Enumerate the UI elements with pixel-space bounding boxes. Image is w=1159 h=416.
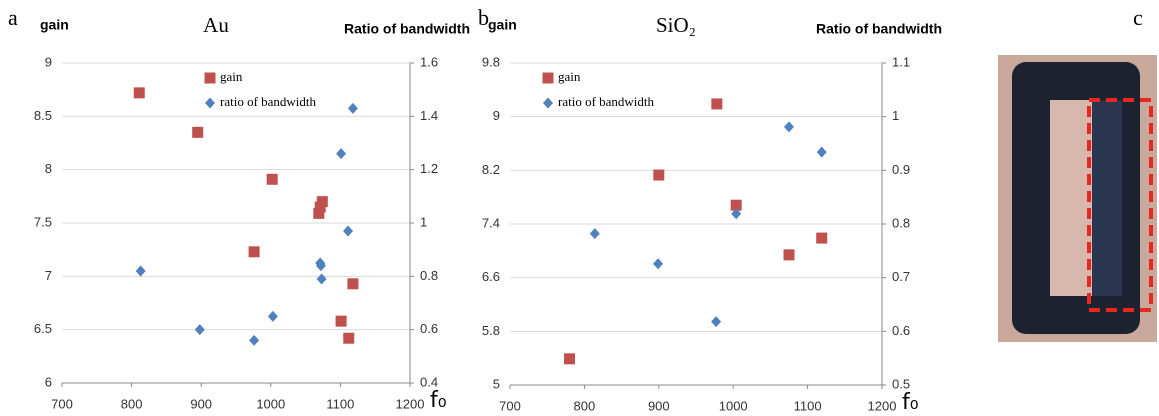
x-tick-label: 1200 [868, 398, 897, 413]
point [313, 207, 325, 219]
x-tick-label: 1200 [396, 396, 425, 411]
y2-tick-label: 0.5 [892, 376, 910, 391]
y-tick-label: 6.6 [482, 269, 500, 284]
point [315, 260, 326, 272]
panel-label: a [8, 5, 18, 30]
legend-label: gain [220, 69, 243, 84]
y-tick-label: 8.5 [34, 108, 52, 123]
point [564, 353, 576, 365]
point [784, 121, 794, 133]
y-axis-label: gain [488, 17, 517, 33]
point [816, 232, 828, 244]
y-tick-label: 6.5 [34, 321, 52, 336]
x-tick-label: 1000 [256, 396, 285, 411]
y2-tick-label: 0.8 [420, 268, 438, 283]
point [347, 102, 358, 114]
point [343, 225, 354, 237]
y-tick-label: 9.8 [482, 54, 500, 69]
y2-tick-label: 0.7 [892, 269, 910, 284]
point [194, 324, 205, 336]
point [192, 126, 204, 138]
x-axis-label: f₀ [902, 390, 919, 415]
point [711, 316, 722, 328]
y-tick-label: 9 [45, 54, 52, 69]
point [343, 332, 355, 344]
x-tick-label: 700 [499, 398, 521, 413]
legend-marker [205, 97, 215, 109]
point [314, 201, 326, 213]
point [816, 146, 827, 158]
photo [998, 55, 1157, 342]
y2-tick-label: 1 [892, 108, 899, 123]
y-tick-label: 5 [493, 376, 500, 391]
y2-tick-label: 1.6 [420, 54, 438, 69]
point [135, 265, 146, 277]
panel-label: b [478, 5, 489, 30]
y2-tick-label: 1 [420, 214, 427, 229]
point [653, 169, 665, 181]
point [316, 273, 327, 285]
y2-axis-label: Ratio of bandwidth [816, 21, 942, 37]
y2-tick-label: 0.6 [892, 323, 910, 338]
y-tick-label: 5.8 [482, 323, 500, 338]
y-axis-label: gain [40, 17, 69, 33]
y2-tick-label: 0.9 [892, 162, 910, 177]
point [347, 278, 359, 290]
y2-tick-label: 0.8 [892, 215, 910, 230]
legend-marker [542, 72, 554, 84]
point [133, 87, 145, 99]
x-tick-label: 900 [648, 398, 670, 413]
point [653, 258, 664, 270]
x-tick-label: 800 [574, 398, 596, 413]
point [267, 310, 278, 322]
y-tick-label: 9 [493, 108, 500, 123]
point [266, 173, 278, 185]
y-tick-label: 6 [45, 374, 52, 389]
y2-axis-label: Ratio of bandwidth [344, 21, 470, 37]
y2-tick-label: 0.6 [420, 321, 438, 336]
chart-title: Au [203, 13, 229, 37]
point [249, 334, 260, 346]
y2-tick-label: 1.2 [420, 161, 438, 176]
x-tick-label: 700 [51, 396, 73, 411]
point [248, 246, 260, 258]
point [335, 315, 347, 327]
x-axis-label: f₀ [430, 388, 447, 413]
legend-label: ratio of bandwidth [558, 94, 655, 109]
panel-label: c [1133, 5, 1143, 30]
chart-title: SiO₂ [656, 13, 696, 37]
legend-marker [204, 72, 216, 84]
point [783, 249, 795, 261]
x-tick-label: 1100 [326, 396, 354, 411]
x-tick-label: 1000 [719, 398, 748, 413]
x-tick-label: 1100 [794, 398, 822, 413]
y2-tick-label: 1.4 [420, 108, 438, 123]
y-tick-label: 8 [45, 161, 52, 176]
y-tick-label: 7 [45, 268, 52, 283]
legend-label: ratio of bandwidth [220, 94, 317, 109]
legend-label: gain [558, 69, 581, 84]
sample-strip [1092, 100, 1122, 296]
x-tick-label: 800 [121, 396, 143, 411]
point [730, 199, 742, 211]
point [731, 208, 742, 220]
y-tick-label: 7.5 [34, 214, 52, 229]
y2-tick-label: 1.1 [892, 54, 910, 69]
sample-window [1050, 100, 1092, 296]
y2-tick-label: 0.4 [420, 374, 438, 389]
legend-marker [543, 97, 553, 109]
y-tick-label: 8.2 [482, 162, 500, 177]
point [336, 148, 347, 160]
point [711, 98, 723, 110]
y-tick-label: 7.4 [482, 215, 500, 230]
point [589, 228, 600, 240]
x-tick-label: 900 [190, 396, 212, 411]
